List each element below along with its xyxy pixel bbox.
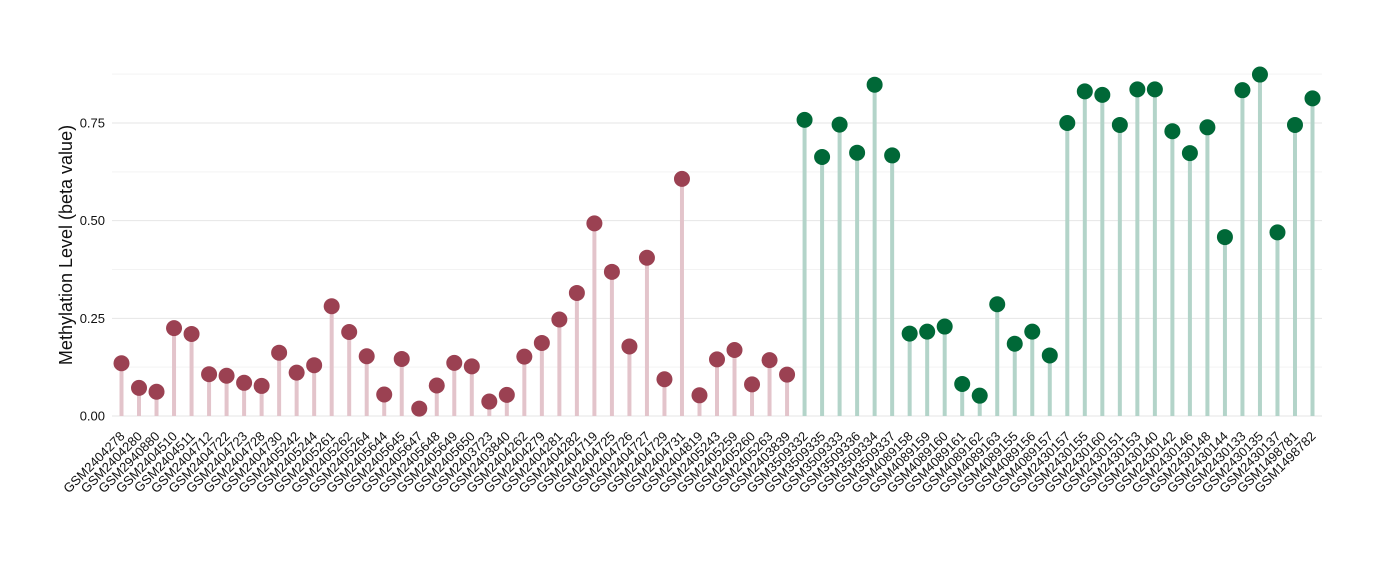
data-point: [498, 386, 515, 403]
data-point: [709, 351, 725, 368]
data-point: [236, 374, 253, 391]
data-point: [761, 352, 778, 369]
x-axis: GSM2404278GSM2404280GSM2940880GSM2404510…: [60, 429, 1318, 496]
data-point: [1304, 90, 1321, 107]
data-point: [691, 387, 708, 404]
stems: [119, 74, 1315, 416]
data-point: [1041, 347, 1058, 364]
data-point: [516, 348, 533, 365]
data-point: [1181, 145, 1198, 162]
data-point: [919, 323, 936, 340]
data-point: [1269, 224, 1286, 241]
data-point: [323, 298, 340, 315]
data-point: [1129, 81, 1146, 98]
data-point: [656, 371, 673, 388]
data-point: [1216, 229, 1233, 246]
y-axis: 0.00 0.25 0.50 0.75: [80, 116, 105, 424]
data-point: [796, 111, 813, 128]
data-point: [954, 375, 971, 392]
data-point: [673, 170, 690, 187]
data-point: [1146, 81, 1163, 98]
data-point: [1111, 116, 1128, 133]
data-point: [814, 148, 831, 165]
data-point: [1164, 123, 1181, 140]
data-point: [989, 296, 1006, 313]
data-point: [306, 357, 323, 374]
data-point: [779, 366, 796, 383]
data-point: [603, 263, 620, 280]
data-point: [936, 318, 953, 335]
y-tick-label: 0.75: [80, 116, 105, 131]
data-point: [376, 386, 393, 403]
data-point: [1024, 323, 1041, 340]
y-axis-title: Methylation Level (beta value): [56, 125, 76, 365]
data-point: [1094, 86, 1111, 103]
points: [113, 66, 1321, 417]
data-point: [726, 341, 743, 358]
data-point: [1199, 119, 1216, 136]
data-point: [253, 377, 270, 394]
data-point: [113, 355, 130, 372]
data-point: [183, 325, 200, 342]
data-point: [218, 367, 235, 384]
data-point: [621, 338, 638, 355]
data-point: [271, 344, 288, 361]
data-point: [533, 334, 550, 351]
data-point: [341, 324, 358, 341]
y-tick-label: 0.25: [80, 311, 105, 326]
data-point: [831, 116, 848, 133]
data-point: [568, 284, 585, 301]
data-point: [586, 215, 603, 232]
data-point: [393, 350, 410, 367]
y-tick-label: 0.50: [80, 213, 105, 228]
data-point: [428, 377, 445, 394]
data-point: [884, 147, 901, 164]
data-point: [1006, 335, 1023, 352]
data-point: [1059, 115, 1076, 131]
data-point: [288, 364, 305, 381]
data-point: [358, 348, 375, 365]
data-point: [866, 76, 883, 93]
data-point: [1076, 83, 1093, 100]
y-tick-label: 0.00: [80, 409, 105, 424]
data-point: [638, 249, 655, 266]
data-point: [201, 366, 218, 383]
data-point: [744, 376, 761, 393]
data-point: [1251, 66, 1268, 83]
data-point: [148, 383, 165, 400]
data-point: [901, 325, 918, 342]
data-point: [551, 311, 568, 328]
data-point: [849, 144, 866, 161]
data-point: [1286, 116, 1303, 133]
data-point: [166, 320, 183, 337]
data-point: [411, 400, 428, 417]
data-point: [446, 354, 463, 371]
data-point: [971, 387, 988, 404]
data-point: [463, 358, 480, 375]
data-point: [1234, 82, 1251, 99]
data-point: [131, 379, 148, 396]
data-point: [481, 393, 498, 410]
